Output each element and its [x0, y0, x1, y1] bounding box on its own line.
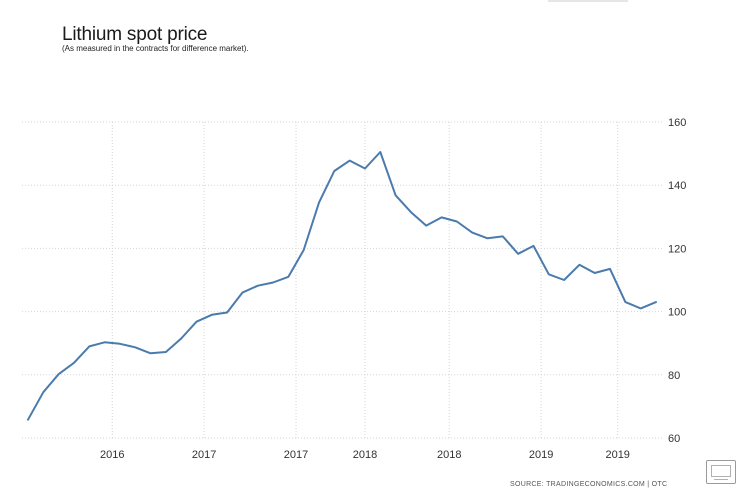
embed-icon[interactable] [706, 460, 736, 484]
y-tick-label: 80 [668, 370, 680, 382]
x-tick-label: 2017 [192, 449, 216, 461]
x-tick-label: 2018 [437, 449, 461, 461]
chart-title: Lithium spot price [62, 24, 208, 45]
x-tick-label: 2019 [605, 449, 629, 461]
y-tick-label: 160 [668, 117, 686, 129]
x-tick-label: 2018 [353, 449, 377, 461]
source-text: SOURCE: TRADINGECONOMICS.COM | OTC [510, 481, 668, 488]
x-tick-label: 2016 [100, 449, 124, 461]
series-line [27, 151, 657, 421]
y-tick-label: 140 [668, 180, 686, 192]
y-tick-label: 100 [668, 307, 686, 319]
logo-mark [548, 0, 628, 2]
x-tick-label: 2017 [284, 449, 308, 461]
x-tick-label: 2019 [529, 449, 553, 461]
y-tick-label: 60 [668, 433, 680, 445]
y-tick-label: 120 [668, 243, 686, 255]
chart-subtitle: (As measured in the contracts for differ… [62, 44, 249, 53]
